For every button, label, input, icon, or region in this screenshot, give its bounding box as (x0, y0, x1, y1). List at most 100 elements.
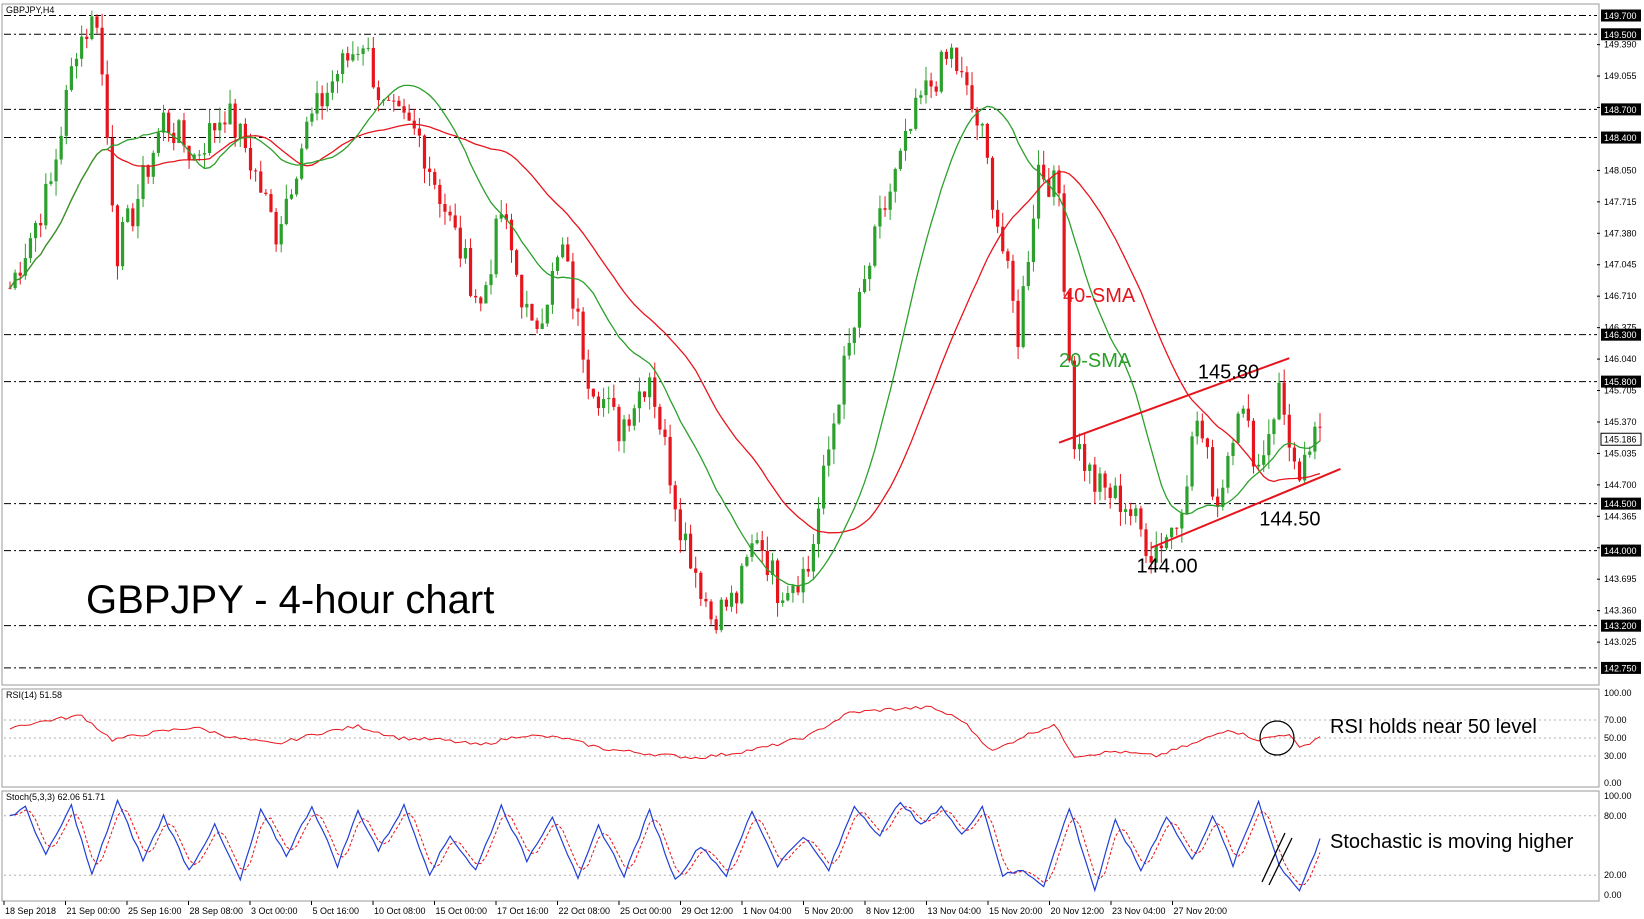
candle-body (581, 311, 585, 360)
candle-body (325, 92, 329, 107)
candle-body (893, 169, 897, 192)
candle-body (110, 137, 114, 206)
stochastic-panel: 100.00 80.00 20.00 0.00 Stoch(5,3,3) 62.06 … (1, 790, 1632, 902)
time-label: 17 Oct 16:00 (497, 906, 549, 916)
candle-body (980, 123, 984, 126)
candle-body (177, 120, 181, 144)
price-tick-label: 143.025 (1604, 637, 1637, 647)
candle-body (719, 599, 723, 631)
level-label: 149.500 (1604, 30, 1637, 40)
candle-body (520, 274, 524, 308)
candle-body (678, 509, 682, 541)
candle-body (822, 465, 826, 509)
candle-body (1021, 286, 1025, 348)
indicator-tick-label: 100.00 (1604, 688, 1632, 698)
candle-body (1200, 420, 1204, 439)
candle-body (284, 198, 288, 225)
candle-body (141, 165, 145, 199)
candle-body (786, 593, 790, 601)
chart-title: GBPJPY - 4-hour chart (86, 578, 494, 622)
level-label: 145.800 (1604, 377, 1637, 387)
level-label-box (1601, 661, 1641, 674)
candle-body (888, 191, 892, 210)
candle-body (811, 544, 815, 572)
price-panel: 149.390149.055148.720148.050147.715147.3… (1, 3, 1642, 686)
candle-body (499, 214, 503, 219)
level-label-box (1601, 103, 1641, 116)
candle-body (617, 406, 621, 442)
candle-body (1118, 485, 1123, 512)
candle-body (591, 388, 595, 397)
candle-body (970, 85, 974, 110)
time-label: 25 Oct 00:00 (620, 906, 672, 916)
candle-body (274, 211, 278, 245)
candle-body (1134, 508, 1138, 516)
candle-body (64, 89, 68, 136)
candle-body (33, 222, 38, 239)
time-label: 25 Sep 16:00 (128, 906, 182, 916)
candle-body (1292, 447, 1297, 462)
candle-body (898, 150, 902, 170)
candle-body (550, 270, 555, 305)
candle-body (857, 292, 862, 328)
candle-body (525, 303, 529, 308)
level-label-box (1601, 131, 1641, 144)
candle-body (612, 397, 616, 407)
candle-body (167, 112, 171, 133)
candle-body (448, 211, 452, 216)
candle-body (1216, 496, 1220, 508)
level-label-box (1601, 497, 1641, 510)
candle-body (919, 95, 923, 98)
candle-body (1154, 545, 1158, 563)
candle-body (735, 592, 739, 604)
candle-body (929, 80, 933, 87)
rsi-line (9, 705, 1321, 760)
candle-body (74, 58, 79, 67)
time-label: 13 Nov 04:00 (928, 906, 982, 916)
candle-body (248, 147, 253, 171)
candle-body (1026, 262, 1030, 287)
candle-body (1159, 545, 1163, 549)
candle-body (637, 391, 642, 409)
candle-body (438, 184, 442, 205)
price-tick-label: 144.700 (1604, 480, 1637, 490)
candle-body (1256, 464, 1261, 467)
price-tick-label: 146.040 (1604, 354, 1637, 364)
candle-body (1185, 486, 1189, 514)
candle-body (509, 219, 514, 251)
candle-body (356, 53, 360, 55)
candle-body (724, 599, 729, 607)
candle-body (433, 171, 437, 185)
candle-body (80, 36, 84, 59)
current-price-box (1600, 432, 1642, 446)
time-label: 5 Nov 20:00 (805, 906, 854, 916)
indicator-tick-label: 70.00 (1604, 715, 1627, 725)
candle-body (428, 168, 432, 172)
indicator-tick-label: 30.00 (1604, 751, 1627, 761)
time-label: 15 Nov 20:00 (989, 906, 1043, 916)
candle-body (1093, 464, 1097, 492)
candle-body (315, 93, 319, 114)
price-annotations: 145.80 144.50 144.00 (1136, 361, 1320, 577)
candle-body (1139, 508, 1143, 530)
candle-body (8, 287, 12, 289)
sma40-label: 40-SMA (1063, 285, 1136, 307)
indicator-tick-label: 50.00 (1604, 733, 1627, 743)
candle-body (903, 130, 908, 151)
time-axis-labels: 18 Sep 2018 21 Sep 00:00 25 Sep 16:00 28 Se… (3, 901, 1227, 916)
indicator-tick-label: 0.00 (1604, 778, 1622, 788)
candle-body (996, 209, 1000, 227)
candle-body (801, 568, 805, 593)
candle-body (1246, 408, 1250, 421)
candle-body (1006, 251, 1010, 261)
candle-body (479, 297, 483, 304)
candle-body (463, 247, 468, 259)
candle-body (601, 399, 606, 409)
candle-body (39, 222, 43, 226)
candle-body (218, 122, 222, 131)
candle-body (1164, 537, 1169, 549)
time-label: 23 Nov 04:00 (1112, 906, 1166, 916)
candle-body (161, 112, 166, 133)
candle-body (1297, 461, 1302, 481)
